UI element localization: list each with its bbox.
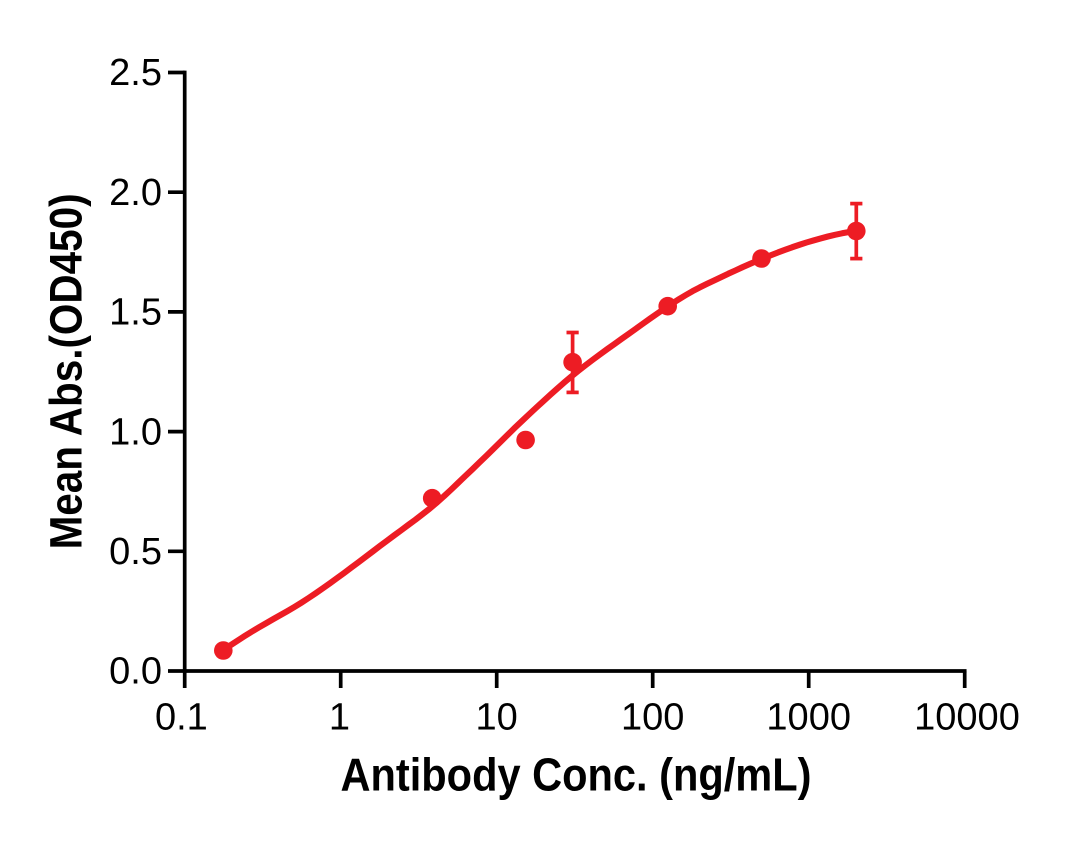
svg-text:2.0: 2.0 [109, 172, 162, 214]
svg-text:Antibody Conc. (ng/mL): Antibody Conc. (ng/mL) [341, 749, 812, 801]
svg-text:Mean Abs.(OD450): Mean Abs.(OD450) [41, 193, 92, 549]
svg-text:2.5: 2.5 [109, 52, 162, 94]
svg-text:10000: 10000 [914, 697, 1020, 739]
svg-text:0.1: 0.1 [155, 697, 208, 739]
svg-text:1.5: 1.5 [109, 292, 162, 334]
svg-text:1000: 1000 [766, 697, 851, 739]
svg-text:0.0: 0.0 [109, 651, 162, 693]
svg-text:100: 100 [621, 697, 684, 739]
svg-text:1: 1 [329, 697, 350, 739]
svg-text:0.5: 0.5 [109, 531, 162, 573]
svg-text:1.0: 1.0 [109, 411, 162, 453]
svg-text:10: 10 [476, 697, 518, 739]
